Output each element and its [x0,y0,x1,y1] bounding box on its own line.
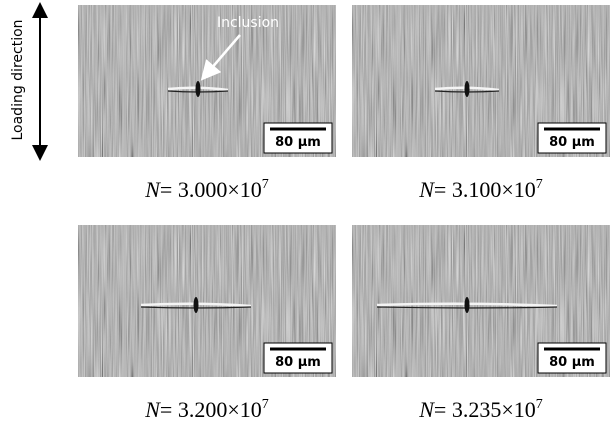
caption-symbol: N [144,177,161,202]
axis-label: Loading direction [10,19,26,140]
caption-exponent: 7 [262,177,269,192]
inclusion [464,297,470,313]
caption-exponent: 7 [536,177,543,192]
caption: N= 3.235×107 [418,397,543,422]
annotation-arrow [200,34,241,81]
scale-bar-label: 80 µm [275,135,321,150]
caption-value: = 3.100×10 [434,177,536,202]
caption-exponent: 7 [262,397,269,412]
inclusion [195,81,201,97]
annotation: Inclusion [217,15,279,31]
scale-bar-label: 80 µm [275,355,321,370]
micrograph: 80 µm [352,225,610,377]
scale-bar-label: 80 µm [549,135,595,150]
scale-bar-label: 80 µm [549,355,595,370]
inclusion [464,81,470,97]
inclusion [193,297,199,313]
caption-symbol: N [144,397,161,422]
caption: N= 3.000×107 [144,177,269,202]
caption-value: = 3.200×10 [160,397,262,422]
micrograph: 80 µm [78,225,336,377]
caption-value: = 3.235×10 [434,397,536,422]
micrograph: 80 µm [78,5,336,157]
caption: N= 3.100×107 [418,177,543,202]
caption-symbol: N [418,177,435,202]
micrograph: 80 µm [352,5,610,157]
caption-exponent: 7 [536,397,543,412]
caption-value: = 3.000×10 [160,177,262,202]
caption: N= 3.200×107 [144,397,269,422]
caption-symbol: N [418,397,435,422]
